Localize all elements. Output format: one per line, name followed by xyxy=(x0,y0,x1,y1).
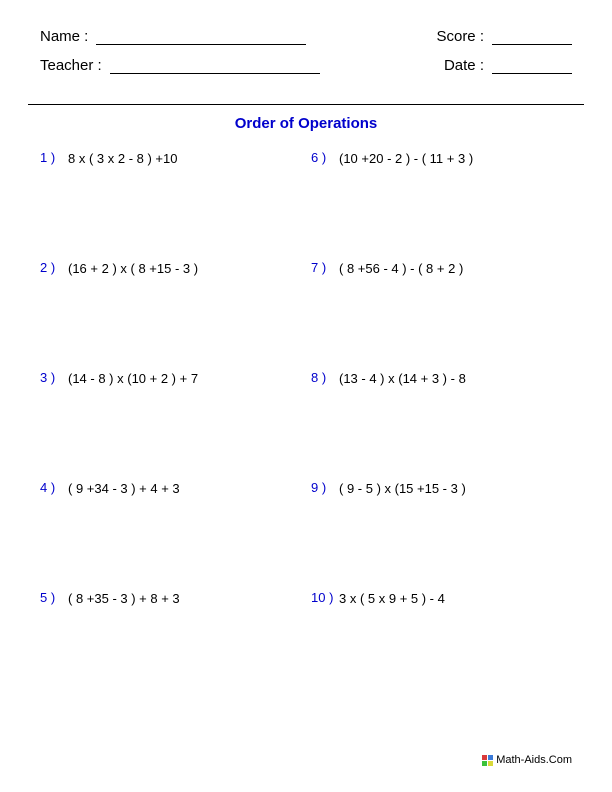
problem-expression: (13 - 4 ) x (14 + 3 ) - 8 xyxy=(339,370,466,386)
problem-expression: (10 +20 - 2 ) - ( 11 + 3 ) xyxy=(339,150,473,166)
problem-number: 1 ) xyxy=(40,150,68,165)
teacher-label: Teacher : xyxy=(40,57,102,74)
problem-number: 2 ) xyxy=(40,260,68,275)
problem-number: 9 ) xyxy=(311,480,339,495)
problem-expression: 8 x ( 3 x 2 - 8 ) +10 xyxy=(68,150,177,166)
score-field: Score : xyxy=(436,28,572,45)
teacher-blank-line xyxy=(110,58,320,74)
problem-number: 6 ) xyxy=(311,150,339,165)
problem-number: 10 ) xyxy=(311,590,339,605)
header-row-2: Teacher : Date : xyxy=(40,57,572,74)
score-blank-line xyxy=(492,29,572,45)
problem-expression: ( 9 - 5 ) x (15 +15 - 3 ) xyxy=(339,480,466,496)
problem-item: 2 ) (16 + 2 ) x ( 8 +15 - 3 ) xyxy=(40,260,301,370)
problem-item: 10 ) 3 x ( 5 x 9 + 5 ) - 4 xyxy=(311,590,572,700)
problems-grid: 1 ) 8 x ( 3 x 2 - 8 ) +10 6 ) (10 +20 - … xyxy=(0,132,612,700)
problem-number: 8 ) xyxy=(311,370,339,385)
problem-number: 4 ) xyxy=(40,480,68,495)
logo-icon xyxy=(482,755,493,766)
name-label: Name : xyxy=(40,28,88,45)
problem-item: 5 ) ( 8 +35 - 3 ) + 8 + 3 xyxy=(40,590,301,700)
footer-site: Math-Aids.Com xyxy=(496,754,572,766)
worksheet-title: Order of Operations xyxy=(0,115,612,132)
score-label: Score : xyxy=(436,28,484,45)
teacher-field: Teacher : xyxy=(40,57,320,74)
footer: Math-Aids.Com xyxy=(482,754,572,766)
header-divider xyxy=(28,104,584,105)
problem-item: 1 ) 8 x ( 3 x 2 - 8 ) +10 xyxy=(40,150,301,260)
problem-item: 9 ) ( 9 - 5 ) x (15 +15 - 3 ) xyxy=(311,480,572,590)
name-field: Name : xyxy=(40,28,306,45)
problem-number: 3 ) xyxy=(40,370,68,385)
worksheet-header: Name : Score : Teacher : Date : xyxy=(0,0,612,96)
date-label: Date : xyxy=(444,57,484,74)
problem-number: 5 ) xyxy=(40,590,68,605)
problem-number: 7 ) xyxy=(311,260,339,275)
problem-expression: ( 8 +56 - 4 ) - ( 8 + 2 ) xyxy=(339,260,463,276)
problem-expression: ( 8 +35 - 3 ) + 8 + 3 xyxy=(68,590,180,606)
problem-item: 7 ) ( 8 +56 - 4 ) - ( 8 + 2 ) xyxy=(311,260,572,370)
problem-expression: (16 + 2 ) x ( 8 +15 - 3 ) xyxy=(68,260,198,276)
problem-item: 8 ) (13 - 4 ) x (14 + 3 ) - 8 xyxy=(311,370,572,480)
date-blank-line xyxy=(492,58,572,74)
problem-item: 4 ) ( 9 +34 - 3 ) + 4 + 3 xyxy=(40,480,301,590)
problem-expression: 3 x ( 5 x 9 + 5 ) - 4 xyxy=(339,590,445,606)
problem-item: 3 ) (14 - 8 ) x (10 + 2 ) + 7 xyxy=(40,370,301,480)
header-row-1: Name : Score : xyxy=(40,28,572,45)
problem-item: 6 ) (10 +20 - 2 ) - ( 11 + 3 ) xyxy=(311,150,572,260)
date-field: Date : xyxy=(444,57,572,74)
problem-expression: ( 9 +34 - 3 ) + 4 + 3 xyxy=(68,480,180,496)
problem-expression: (14 - 8 ) x (10 + 2 ) + 7 xyxy=(68,370,198,386)
name-blank-line xyxy=(96,29,306,45)
